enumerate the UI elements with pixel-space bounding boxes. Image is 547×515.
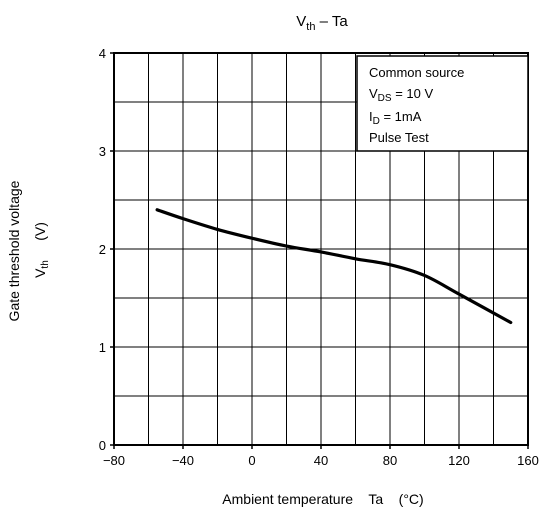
annotation-background <box>356 55 529 152</box>
y-tick-label: 1 <box>99 340 106 355</box>
y-tick-label: 0 <box>99 438 106 453</box>
x-axis-label: Ambient temperature Ta (°C) <box>222 491 423 507</box>
x-tick-label: −80 <box>103 453 125 468</box>
x-tick-labels: −80 −40 0 40 80 120 160 <box>103 453 539 468</box>
y-tick-label: 2 <box>99 242 106 257</box>
annotation-line-2: VDS = 10 V <box>369 86 433 104</box>
plot-frame <box>110 52 529 449</box>
y-axis-label-line2: Vth (V) <box>32 222 51 278</box>
annotation-line-3: ID = 1mA <box>369 109 422 127</box>
annotation-line-4: Pulse Test <box>369 130 429 145</box>
chart-title: Vth – Ta <box>296 13 348 33</box>
x-tick-label: 40 <box>314 453 328 468</box>
series-line-vth <box>155 208 513 325</box>
y-tick-labels: 0 1 2 3 4 <box>99 46 106 453</box>
annotation-box: Common source VDS = 10 V ID = 1mA Pulse … <box>356 55 529 152</box>
y-axis-label-line1: Gate threshold voltage <box>6 180 22 321</box>
x-tick-label: 160 <box>517 453 539 468</box>
x-tick-label: 0 <box>248 453 255 468</box>
x-tick-label: 80 <box>383 453 397 468</box>
y-tick-label: 4 <box>99 46 106 61</box>
y-tick-label: 3 <box>99 144 106 159</box>
x-tick-label: 120 <box>448 453 470 468</box>
series-group <box>155 208 513 325</box>
x-tick-label: −40 <box>172 453 194 468</box>
annotation-line-1: Common source <box>369 65 464 80</box>
